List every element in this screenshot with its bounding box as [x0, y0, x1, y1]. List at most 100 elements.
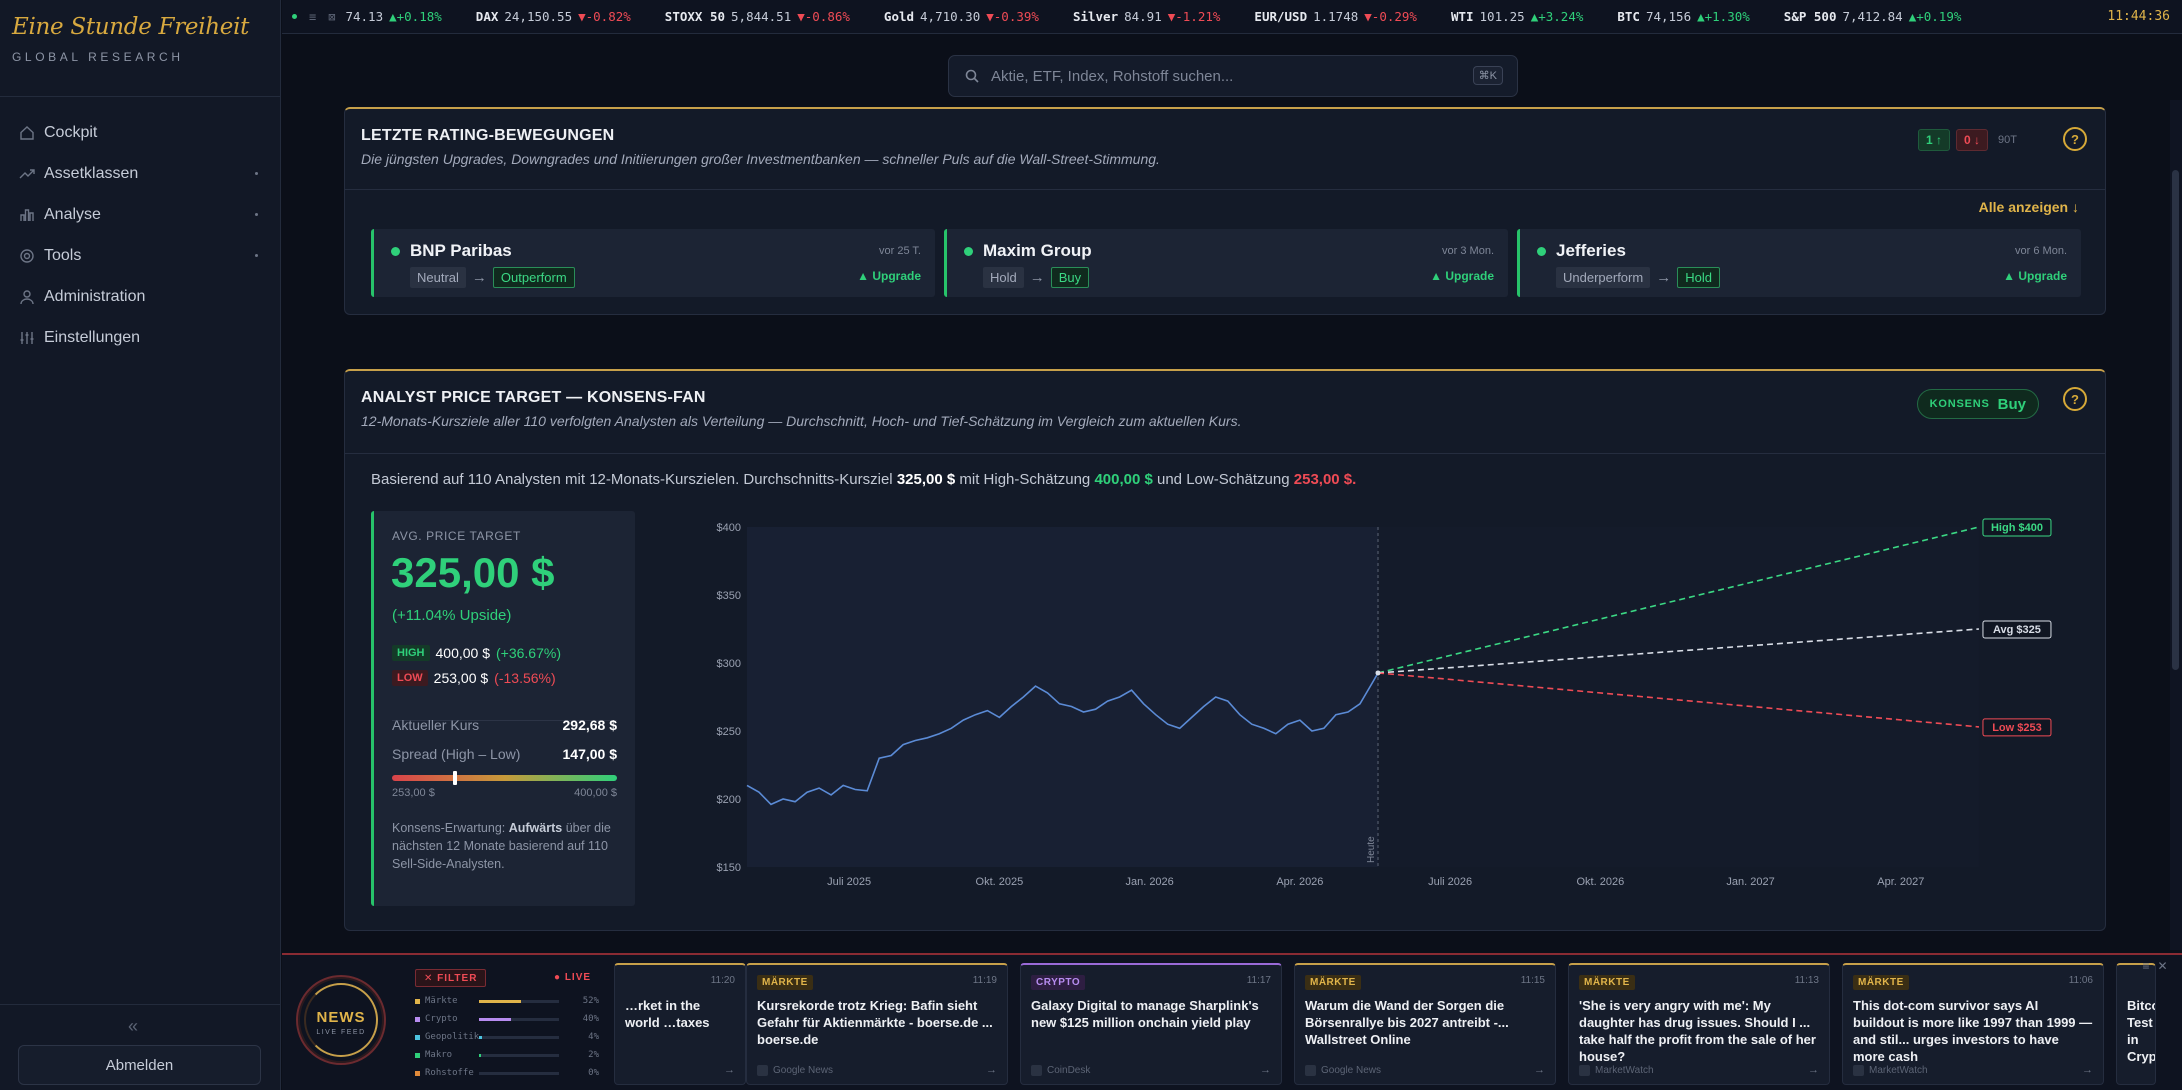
avg-value: 325,00 $: [391, 549, 555, 596]
category-row[interactable]: Geopolitik 4%: [415, 1030, 599, 1048]
ticker-value: 24,150.55: [504, 9, 573, 24]
help-button[interactable]: ?: [2063, 387, 2087, 411]
news-badge[interactable]: NEWS LIVE FEED: [296, 975, 386, 1065]
rating-age: vor 6 Mon.: [2015, 245, 2067, 257]
forecast-label-box: [1982, 718, 2052, 737]
scrollbar-thumb[interactable]: [2172, 170, 2179, 670]
ticker-name: BTC: [1617, 9, 1640, 24]
arrow-right-icon: →: [1260, 1064, 1271, 1076]
category-row[interactable]: Märkte 52%: [415, 994, 599, 1012]
ticker-item[interactable]: S&P 500 7,412.84 ▲+0.19%: [1784, 9, 1962, 24]
sidebar-item-tools[interactable]: Tools: [0, 235, 280, 276]
forecast-label: Low $253: [1982, 718, 2052, 737]
news-time: 11:19: [972, 975, 997, 986]
news-source: CoinDesk: [1031, 1065, 1090, 1076]
news-card[interactable]: 11:20 …rket in the world …taxes →: [614, 963, 746, 1085]
arrow-right-icon: →: [986, 1064, 997, 1076]
x-tick-label: Juli 2026: [1428, 876, 1472, 888]
ticker-name: STOXX 50: [664, 9, 726, 24]
category-bar-fill: [479, 1036, 483, 1039]
category-swatch: [415, 1017, 420, 1022]
sidebar-item-einstellungen[interactable]: Einstellungen: [0, 317, 280, 358]
close-icon[interactable]: ✕: [2157, 959, 2168, 973]
note-pre: Konsens-Erwartung:: [392, 821, 509, 835]
summary-low: 253,00 $.: [1293, 471, 1357, 488]
news-feed: NEWS LIVE FEED ✕ FILTER ● LIVE Märkte 52%…: [282, 953, 2182, 1090]
arrow-right-icon: →: [1029, 269, 1045, 286]
sidebar-item-analyse[interactable]: Analyse: [0, 194, 280, 235]
menu-icon[interactable]: ≡: [309, 9, 317, 24]
list-icon[interactable]: ≡: [2142, 959, 2150, 973]
forecast-label-box: [1982, 518, 2052, 537]
category-name: Geopolitik: [425, 1032, 480, 1042]
ticker-change: ▼-0.29%: [1364, 9, 1417, 24]
ticker-item[interactable]: DAX 24,150.55 ▼-0.82%: [476, 9, 631, 24]
ticker-item[interactable]: EUR/USD 1.1748 ▼-0.29%: [1254, 9, 1417, 24]
category-row[interactable]: Makro 2%: [415, 1048, 599, 1066]
help-button[interactable]: ?: [2063, 127, 2087, 151]
current-price-point: [1375, 670, 1381, 676]
y-tick-label: $300: [717, 658, 741, 670]
sidebar-item-cockpit[interactable]: Cockpit: [0, 112, 280, 153]
ticker-item[interactable]: WTI 101.25 ▲+3.24%: [1451, 9, 1583, 24]
news-source: Google News: [757, 1065, 833, 1076]
rating-item[interactable]: Maxim Group vor 3 Mon. Hold → Buy ▲ Upgrade: [944, 229, 1508, 297]
ticker-item[interactable]: STOXX 50 5,844.51 ▼-0.86%: [665, 9, 850, 24]
card-description: Die jüngsten Upgrades, Downgrades und In…: [361, 151, 1160, 167]
news-card[interactable]: MÄRKTE 11:06 This dot-com survivor says AI…: [1842, 963, 2104, 1085]
logout-button[interactable]: Abmelden: [18, 1045, 261, 1085]
submenu-indicator: [255, 254, 258, 257]
category-row[interactable]: Crypto 40%: [415, 1012, 599, 1030]
news-card[interactable]: MÄRKTE 11:19 Kursrekorde trotz Krieg: Bafi…: [746, 963, 1008, 1085]
news-source-name: MarketWatch: [1595, 1065, 1654, 1076]
category-pct: 52%: [582, 996, 599, 1006]
rating-from: Underperform: [1556, 267, 1651, 288]
ticker-item[interactable]: 74.13 ▲+0.18%: [345, 9, 441, 24]
news-card[interactable]: MÄRKTE 11:15 Warum die Wand der Sorgen die…: [1294, 963, 1556, 1085]
sidebar-item-label: Assetklassen: [44, 164, 139, 182]
rating-item[interactable]: BNP Paribas vor 25 T. Neutral → Outperform ▲ …: [371, 229, 935, 297]
note-post: über die nächsten 12 Monate basierend au…: [392, 821, 611, 871]
upgrade-count-badge: 1 ↑: [1918, 129, 1951, 151]
scrollbar[interactable]: [2170, 100, 2182, 950]
consensus-badge: KONSENS Buy: [1916, 389, 2039, 419]
forecast-label-text: Low $253: [1992, 722, 2042, 734]
source-icon: [1579, 1065, 1590, 1076]
ticker-item[interactable]: Gold 4,710.30 ▼-0.39%: [884, 9, 1039, 24]
ticker-item[interactable]: Silver 84.91 ▼-1.21%: [1073, 9, 1220, 24]
news-card[interactable]: CRYPTO 11:17 Galaxy Digital to manage Shar…: [1020, 963, 1282, 1085]
rating-action: ▲ Upgrade: [857, 269, 921, 283]
arrow-right-icon: →: [1534, 1064, 1545, 1076]
divider: [392, 720, 617, 721]
rating-counts: 1 ↑ 0 ↓ 90T: [1918, 129, 2017, 151]
news-controls: ≡ ✕: [2128, 959, 2182, 981]
category-row[interactable]: Rohstoffe 0%: [415, 1066, 599, 1084]
spread-bar: [392, 771, 617, 785]
news-badge-subtitle: LIVE FEED: [316, 1029, 366, 1036]
ticker-item[interactable]: BTC 74,156 ▲+1.30%: [1617, 9, 1749, 24]
collapse-sidebar-button[interactable]: «: [128, 1016, 139, 1036]
source-icon: [1031, 1065, 1042, 1076]
sidebar-item-administration[interactable]: Administration: [0, 276, 280, 317]
brand-logo[interactable]: Eine Stunde Freiheit GLOBAL RESEARCH: [12, 14, 249, 64]
category-bar-fill: [479, 1054, 481, 1057]
forecast-line: [1377, 628, 1980, 674]
news-time: 11:13: [1794, 975, 1819, 986]
show-all-link[interactable]: Alle anzeigen ↓: [1978, 199, 2079, 215]
search-input[interactable]: Aktie, ETF, Index, Rohstoff suchen... ⌘K: [948, 55, 1518, 97]
close-icon[interactable]: ⊠: [328, 9, 336, 24]
news-card[interactable]: Bitcoin Test in Crypto: [2116, 963, 2156, 1085]
y-tick-label: $400: [717, 522, 741, 534]
low-tag: LOW: [392, 670, 428, 686]
rating-to: Outperform: [492, 267, 575, 288]
sidebar-item-assetklassen[interactable]: Assetklassen: [0, 153, 280, 194]
category-bar: [479, 1000, 559, 1003]
news-card[interactable]: MÄRKTE 11:13 'She is very angry with me': …: [1568, 963, 1830, 1085]
x-tick-label: Jan. 2026: [1125, 876, 1173, 888]
x-tick-label: Okt. 2026: [1577, 876, 1625, 888]
filter-button[interactable]: ✕ FILTER: [415, 969, 487, 987]
rating-item[interactable]: Jefferies vor 6 Mon. Underperform → Hold ▲ Up…: [1517, 229, 2081, 297]
spread-min: 253,00 $: [392, 787, 435, 799]
source-icon: [1305, 1065, 1316, 1076]
rating-to: Buy: [1050, 267, 1090, 288]
